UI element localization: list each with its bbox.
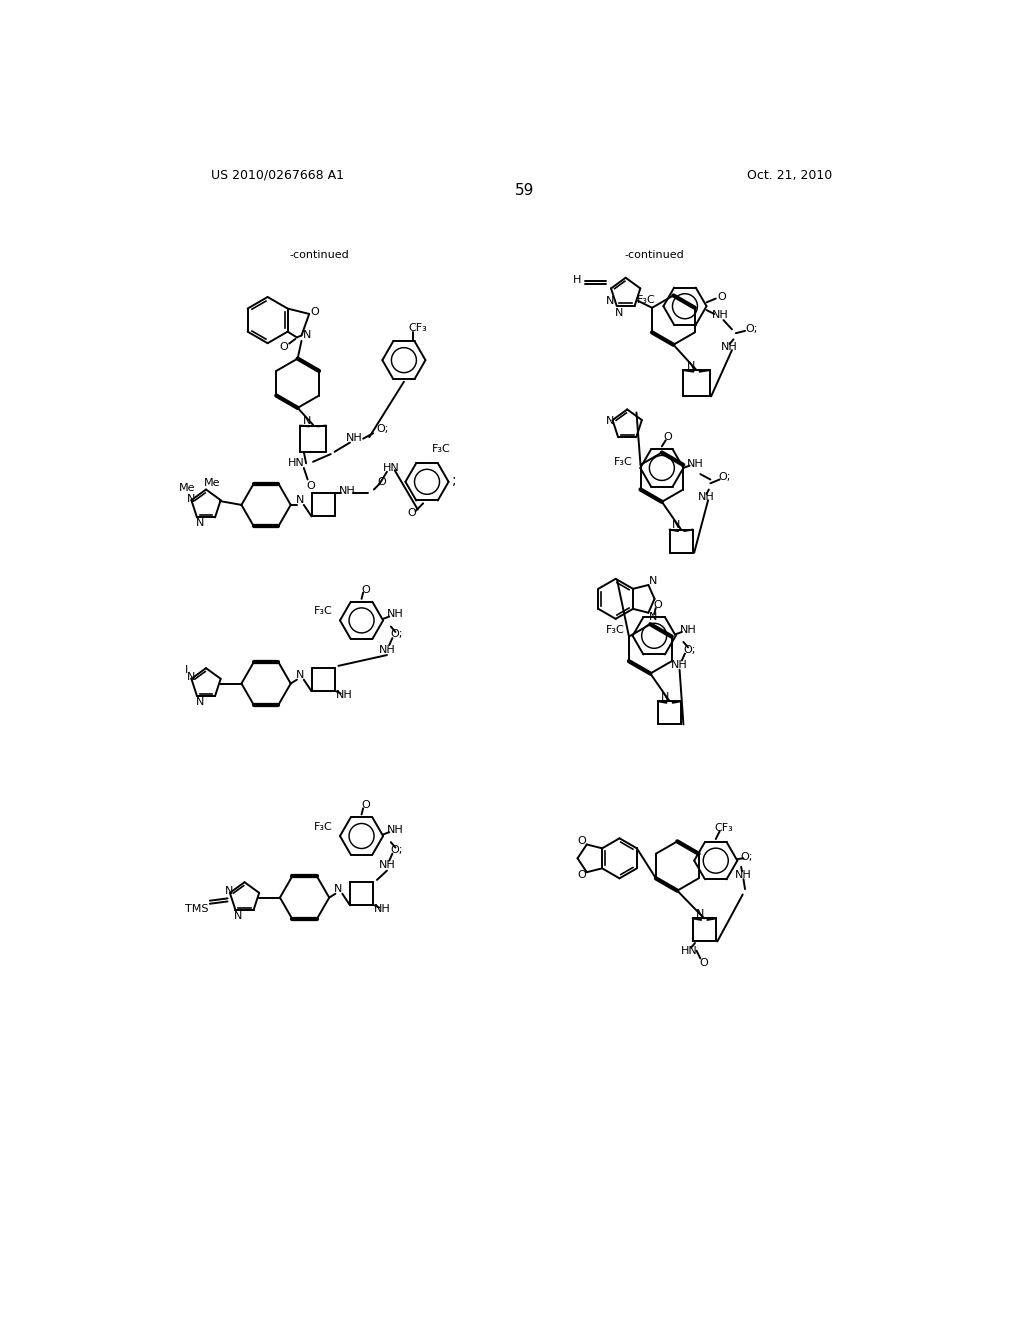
Text: O;: O; <box>718 473 730 482</box>
Text: O;: O; <box>391 630 403 639</box>
Text: HN: HN <box>382 463 399 473</box>
Text: N: N <box>296 671 304 680</box>
Text: N: N <box>606 416 614 426</box>
Text: N: N <box>196 519 204 528</box>
Text: -continued: -continued <box>625 249 684 260</box>
Text: NH: NH <box>721 342 738 352</box>
Text: HN: HN <box>288 458 304 469</box>
Text: NH: NH <box>374 904 391 915</box>
Text: NH: NH <box>712 310 729 321</box>
Text: NH: NH <box>345 433 362 444</box>
Text: NH: NH <box>339 486 355 496</box>
Text: F₃C: F₃C <box>313 606 333 616</box>
Text: Me: Me <box>204 478 220 488</box>
Text: O: O <box>653 601 663 610</box>
Text: N: N <box>186 494 195 504</box>
Text: O: O <box>664 432 673 442</box>
Text: N: N <box>186 672 195 682</box>
Text: O: O <box>310 308 318 317</box>
Text: O: O <box>280 342 288 352</box>
Text: N: N <box>225 887 233 896</box>
Text: US 2010/0267668 A1: US 2010/0267668 A1 <box>211 169 344 182</box>
Text: O: O <box>578 837 587 846</box>
Text: F₃C: F₃C <box>614 457 633 467</box>
Text: 59: 59 <box>515 183 535 198</box>
Text: N: N <box>303 330 311 341</box>
Text: -continued: -continued <box>290 249 349 260</box>
Text: N: N <box>649 611 657 622</box>
Text: H: H <box>573 275 582 285</box>
Text: ;: ; <box>453 474 457 487</box>
Text: NH: NH <box>387 825 403 834</box>
Text: N: N <box>673 520 681 529</box>
Text: N: N <box>615 308 624 318</box>
Text: N: N <box>660 692 669 702</box>
Text: NH: NH <box>387 610 403 619</box>
Text: N: N <box>687 360 695 371</box>
Text: NH: NH <box>671 660 688 671</box>
Text: NH: NH <box>379 861 395 870</box>
Text: O;: O; <box>683 644 695 655</box>
Text: O;: O; <box>740 851 753 862</box>
Text: NH: NH <box>698 492 715 502</box>
Text: F₃C: F₃C <box>313 822 333 832</box>
Text: CF₃: CF₃ <box>409 323 427 333</box>
Text: CF₃: CF₃ <box>714 822 733 833</box>
Text: NH: NH <box>336 690 352 700</box>
Text: O;: O; <box>376 425 388 434</box>
Text: NH: NH <box>680 624 696 635</box>
Text: O: O <box>377 477 386 487</box>
Text: O: O <box>699 958 709 968</box>
Text: N: N <box>649 576 657 586</box>
Text: I: I <box>185 665 188 675</box>
Text: O: O <box>361 585 370 594</box>
Text: NH: NH <box>379 644 395 655</box>
Text: O;: O; <box>391 845 403 855</box>
Text: N: N <box>334 884 343 894</box>
Text: N: N <box>196 697 204 708</box>
Text: N: N <box>695 908 703 919</box>
Text: F₃C: F₃C <box>637 296 655 305</box>
Text: NH: NH <box>687 459 705 469</box>
Text: HN: HN <box>680 945 697 956</box>
Text: O: O <box>306 480 315 491</box>
Text: Me: Me <box>178 483 195 492</box>
Text: F₃C: F₃C <box>606 624 625 635</box>
Text: NH: NH <box>735 870 752 879</box>
Text: F₃C: F₃C <box>431 444 451 454</box>
Text: N: N <box>296 495 304 506</box>
Text: O: O <box>361 800 370 810</box>
Text: N: N <box>234 911 243 921</box>
Text: TMS: TMS <box>185 904 209 915</box>
Text: N: N <box>606 296 614 306</box>
Text: O: O <box>718 292 726 302</box>
Text: Oct. 21, 2010: Oct. 21, 2010 <box>746 169 831 182</box>
Text: O: O <box>408 508 416 517</box>
Text: O: O <box>578 870 587 880</box>
Text: O;: O; <box>745 325 758 334</box>
Text: N: N <box>303 416 311 426</box>
